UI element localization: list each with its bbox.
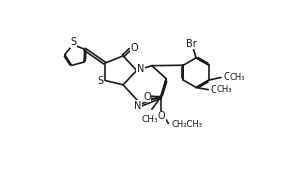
Text: CH₃: CH₃: [216, 85, 232, 94]
Text: S: S: [70, 37, 76, 47]
Text: O: O: [211, 85, 218, 95]
Text: O: O: [158, 111, 165, 121]
Text: S: S: [98, 76, 104, 86]
Text: N: N: [137, 64, 144, 74]
Text: O: O: [143, 92, 151, 102]
Text: CH₂CH₃: CH₂CH₃: [172, 120, 203, 129]
Text: Br: Br: [186, 39, 197, 49]
Text: O: O: [130, 43, 138, 54]
Text: N: N: [135, 101, 142, 111]
Text: O: O: [224, 72, 231, 82]
Text: CH₃: CH₃: [141, 115, 158, 124]
Text: CH₃: CH₃: [229, 73, 245, 82]
